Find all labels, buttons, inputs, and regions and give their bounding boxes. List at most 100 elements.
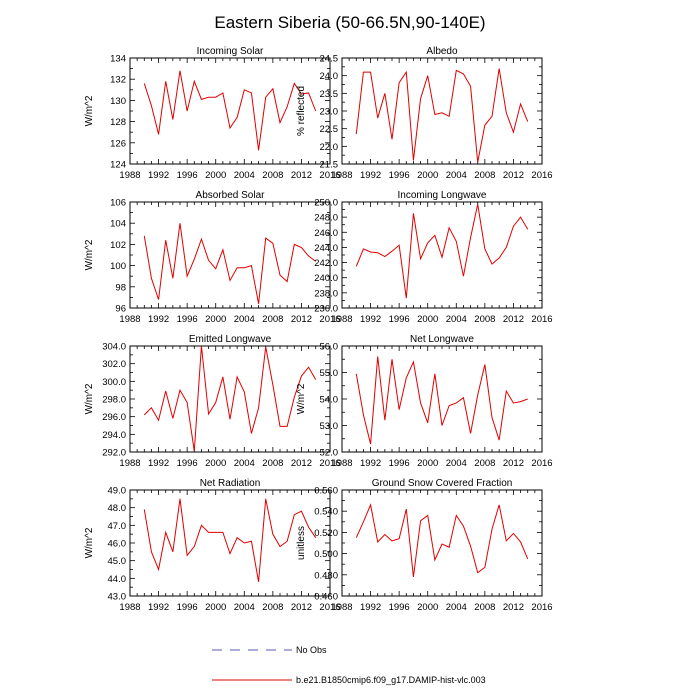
incoming-longwave-x-tick-label: 2004 [446,314,467,325]
net-longwave-x-tick-label: 2012 [503,458,524,469]
incoming-longwave-y-tick-label: 242.0 [314,258,338,269]
absorbed-solar-x-tick-label: 2016 [319,314,340,325]
albedo-plot-frame [341,57,543,165]
ground-snow-covered-fraction-plot-frame [341,489,543,597]
net-longwave-y-tick-label: 52.0 [320,448,339,459]
incoming-solar-x-tick-label: 2008 [262,170,283,181]
net-longwave-y-tick-label: 56.0 [320,342,339,353]
incoming-longwave-y-tick-label: 236.0 [314,304,338,315]
albedo-x-tick-label: 2004 [446,170,467,181]
absorbed-solar-y-tick-label: 102 [110,240,126,251]
incoming-longwave-title: Incoming Longwave [398,190,487,201]
emitted-longwave-series-line [143,345,317,452]
net-radiation-y-tick-label: 46.0 [108,539,127,550]
albedo-y-tick-label: 23.5 [320,89,339,100]
emitted-longwave-y-tick-label: 302.0 [102,359,126,370]
ground-snow-covered-fraction-title: Ground Snow Covered Fraction [372,478,513,489]
incoming-solar-y-tick-label: 130 [110,96,126,107]
incoming-longwave-y-tick-label: 238.0 [314,288,338,299]
panel-ground-snow-covered-fraction: Ground Snow Covered Fraction 1988 1992 1996… [296,478,553,613]
albedo-x-tick-label: 2016 [531,170,552,181]
net-longwave-x-tick-label: 2008 [474,458,495,469]
ground-snow-covered-fraction-x-tick-label: 2000 [417,602,438,613]
panel-emitted-longwave: Emitted Longwave 1988 1992 1996 2000 2004 2008… [84,334,341,469]
absorbed-solar-title: Absorbed Solar [196,190,266,201]
emitted-longwave-y-tick-label: 298.0 [102,395,126,406]
emitted-longwave-x-tick-label: 2012 [291,458,312,469]
albedo-y-tick-label: 24.0 [320,71,339,82]
absorbed-solar-x-tick-label: 2000 [205,314,226,325]
emitted-longwave-y-tick-label: 294.0 [102,430,126,441]
net-radiation-y-tick-label: 43.0 [108,592,127,603]
ground-snow-covered-fraction-x-tick-label: 1988 [331,602,352,613]
absorbed-solar-y-tick-label: 98 [115,282,126,293]
panel-net-radiation: Net Radiation 1988 1992 1996 2000 2004 2008 201… [84,478,341,613]
net-radiation-y-tick-label: 44.0 [108,574,127,585]
incoming-solar-y-axis-label: W/m^2 [84,95,95,126]
emitted-longwave-x-tick-label: 2016 [319,458,340,469]
net-radiation-y-tick-label: 48.0 [108,503,127,514]
absorbed-solar-y-tick-label: 96 [115,304,126,315]
absorbed-solar-plot-frame [129,201,331,309]
net-longwave-y-tick-label: 53.0 [320,421,339,432]
albedo-x-tick-label: 2012 [503,170,524,181]
absorbed-solar-x-tick-label: 1996 [177,314,198,325]
ground-snow-covered-fraction-y-tick-label: 0.560 [314,486,338,497]
panel-net-longwave: Net Longwave 1988 1992 1996 2000 2004 2008 2012… [296,334,553,469]
net-radiation-series-line [143,498,317,582]
incoming-solar-y-tick-label: 128 [110,117,126,128]
ground-snow-covered-fraction-y-tick-label: 0.480 [314,570,338,581]
incoming-solar-y-tick-label: 134 [110,54,126,65]
incoming-solar-x-tick-label: 2000 [205,170,226,181]
absorbed-solar-x-tick-label: 1992 [148,314,169,325]
incoming-longwave-y-tick-label: 248.0 [314,213,338,224]
net-radiation-x-tick-label: 1996 [177,602,198,613]
emitted-longwave-x-tick-label: 2008 [262,458,283,469]
absorbed-solar-x-tick-label: 2012 [291,314,312,325]
legend: No Obs b.e21.B1850cmip6.f09_g17.DAMIP-hi… [212,645,486,685]
incoming-longwave-y-tick-label: 244.0 [314,243,338,254]
incoming-solar-y-tick-label: 126 [110,138,126,149]
emitted-longwave-x-tick-label: 2004 [234,458,255,469]
albedo-y-tick-label: 21.5 [320,160,339,171]
incoming-longwave-y-tick-label: 240.0 [314,273,338,284]
albedo-x-tick-label: 1988 [331,170,352,181]
net-radiation-x-tick-label: 1992 [148,602,169,613]
albedo-y-tick-label: 24.5 [320,54,339,65]
emitted-longwave-x-tick-label: 2000 [205,458,226,469]
incoming-solar-x-tick-label: 2004 [234,170,255,181]
incoming-longwave-x-tick-label: 1992 [360,314,381,325]
ground-snow-covered-fraction-series-line [355,503,529,577]
absorbed-solar-x-tick-label: 2004 [234,314,255,325]
ground-snow-covered-fraction-y-tick-label: 0.460 [314,592,338,603]
incoming-longwave-plot-frame [341,201,543,309]
ground-snow-covered-fraction-y-tick-label: 0.540 [314,507,338,518]
incoming-longwave-x-tick-label: 2000 [417,314,438,325]
absorbed-solar-y-axis-label: W/m^2 [84,239,95,270]
ground-snow-covered-fraction-y-tick-label: 0.520 [314,528,338,539]
net-longwave-x-tick-label: 1992 [360,458,381,469]
incoming-longwave-x-tick-label: 2008 [474,314,495,325]
incoming-longwave-y-tick-label: 250.0 [314,198,338,209]
net-longwave-y-tick-label: 54.0 [320,395,339,406]
incoming-solar-y-tick-label: 124 [110,160,126,171]
albedo-series-line [355,68,529,163]
net-radiation-x-tick-label: 2012 [291,602,312,613]
ground-snow-covered-fraction-y-axis-label: unitless [296,526,307,560]
emitted-longwave-y-tick-label: 300.0 [102,377,126,388]
ground-snow-covered-fraction-x-tick-label: 2004 [446,602,467,613]
albedo-y-axis-label: % reflected [296,86,307,136]
emitted-longwave-x-tick-label: 1996 [177,458,198,469]
net-radiation-y-tick-label: 49.0 [108,486,127,497]
albedo-y-tick-label: 23.0 [320,107,339,118]
incoming-solar-x-tick-label: 1996 [177,170,198,181]
emitted-longwave-y-tick-label: 296.0 [102,412,126,423]
incoming-solar-title: Incoming Solar [197,46,264,57]
albedo-x-tick-label: 2000 [417,170,438,181]
absorbed-solar-y-tick-label: 100 [110,261,126,272]
net-radiation-x-tick-label: 2004 [234,602,255,613]
incoming-longwave-x-tick-label: 2016 [531,314,552,325]
absorbed-solar-x-tick-label: 1988 [119,314,140,325]
net-longwave-series-line [355,356,528,445]
